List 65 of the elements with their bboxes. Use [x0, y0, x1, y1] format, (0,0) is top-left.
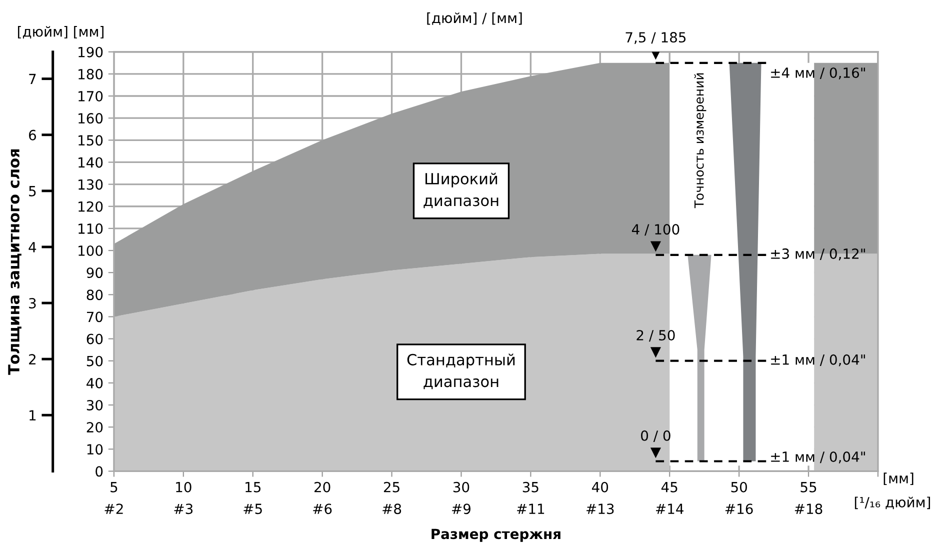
y-tick-label: 190 [78, 46, 103, 58]
text: 7,5 / 185 [626, 32, 686, 44]
y-tick-label: 130 [78, 179, 103, 190]
text: #6 [313, 504, 332, 514]
text: [¹/₁₆ дюйм] [854, 496, 930, 510]
annotation: 0 / 0 [641, 430, 670, 442]
text: [мм] [884, 472, 914, 486]
y2-tick-label: 7 [29, 74, 36, 84]
y-tick-label: 30 [86, 400, 103, 410]
series-label: Широкий диапазон [424, 172, 498, 208]
text: #5 [244, 504, 262, 514]
y-tick-label: 70 [86, 312, 103, 322]
x-tick-label: 5 [110, 482, 118, 492]
y2-tick-label: 2 [29, 354, 36, 364]
y2-tick-label: 5 [29, 186, 36, 196]
annotation: ±3 мм / 0,12" [771, 248, 865, 260]
annotation: ±1 мм / 0,04" [771, 451, 865, 464]
text: #9 [452, 504, 470, 514]
y2-tick-label: 6 [29, 130, 36, 140]
y-tick-label: 90 [86, 268, 103, 278]
x-tick-label: 10 [176, 482, 192, 492]
y2-axis-title: Толщина защитного слоя [8, 149, 22, 375]
y-tick-label: 140 [78, 157, 103, 168]
y-tick-label: 50 [86, 356, 103, 366]
text: #16 [725, 504, 753, 514]
text: #2 [104, 504, 123, 514]
x-axis-title: Размер стержня [432, 528, 560, 542]
x-tick-label: 35 [522, 482, 538, 492]
y2-tick-label: 3 [29, 298, 36, 308]
y-tick-label: 120 [78, 201, 103, 212]
text: #8 [382, 504, 402, 514]
y2-tick-label: 4 [28, 242, 36, 252]
y-tick-label: 60 [86, 334, 103, 344]
y-tick-label: 100 [78, 245, 103, 256]
x-tick-label: 55 [800, 482, 816, 492]
y-tick-label: 170 [78, 90, 103, 102]
y2-tick-label: 1 [30, 410, 36, 420]
series-label: Стандартный диапазон [407, 354, 515, 390]
x-tick-label: 15 [246, 482, 260, 492]
annotation: 2 / 50 [636, 330, 675, 342]
y-tick-label: 40 [86, 378, 103, 388]
x-tick-label: 25 [384, 482, 400, 492]
x-tick-label: 30 [453, 482, 470, 492]
y-tick-label: 10 [87, 444, 103, 455]
y-tick-label: 80 [86, 290, 103, 300]
x-tick-label: 20 [314, 482, 330, 492]
text: [дюйм] [мм] [18, 26, 104, 39]
y-tick-label: 180 [78, 68, 103, 80]
text: #11 [517, 504, 544, 514]
text: #13 [586, 504, 614, 514]
y-tick-label: 0 [96, 466, 103, 477]
text: #14 [656, 504, 684, 514]
x-tick-label: 45 [661, 482, 678, 492]
annotation: ±1 мм / 0,04" [771, 354, 865, 366]
text: [дюйм] / [мм] [427, 12, 522, 25]
annotation: ±4 мм / 0,16" [771, 67, 865, 80]
text: #18 [794, 504, 822, 514]
text: #3 [174, 504, 193, 514]
annotation: Точность измерений [694, 73, 706, 208]
y-tick-label: 160 [78, 113, 103, 124]
y-tick-label: 110 [78, 223, 103, 234]
y-tick-label: 150 [78, 135, 103, 146]
y-tick-label: 20 [86, 422, 103, 433]
x-tick-label: 50 [731, 482, 747, 492]
x-tick-label: 40 [592, 482, 608, 492]
